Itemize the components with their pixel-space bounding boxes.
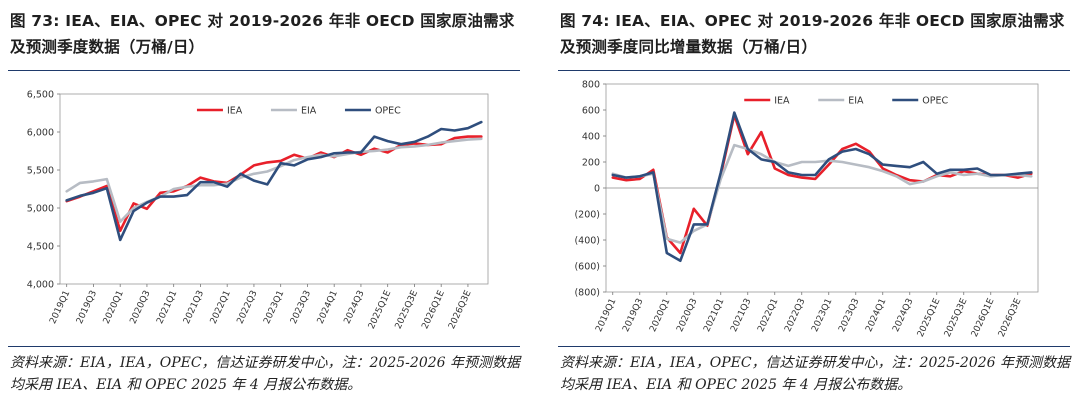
left-figure-panel: 图 73: IEA、EIA、OPEC 对 2019-2026 年非 OECD 国… bbox=[0, 0, 525, 404]
series-line-eia bbox=[65, 137, 483, 223]
x-tick-label: 2024Q3 bbox=[891, 297, 915, 334]
y-tick-label: 4,000 bbox=[27, 280, 54, 291]
x-tick-label: 2019Q3 bbox=[621, 297, 645, 334]
x-tick-label: 2022Q1 bbox=[209, 289, 233, 326]
series-line-opec bbox=[611, 111, 1033, 263]
y-tick-label: 600 bbox=[582, 106, 600, 117]
x-tick-label: 2022Q3 bbox=[783, 297, 807, 334]
y-tick-label: (800) bbox=[574, 288, 600, 299]
x-tick-label: 2022Q3 bbox=[235, 289, 259, 326]
chart-left: 4,000 4,500 5,000 5,500 6,000 6,500 2019Q1 2019… bbox=[27, 90, 489, 331]
x-tick-label: 2020Q1 bbox=[102, 289, 126, 326]
x-tick-label: 2023Q1 bbox=[262, 289, 286, 326]
y-tick-label: 6,000 bbox=[27, 128, 54, 139]
x-tick-label: 2025Q3E bbox=[394, 289, 421, 331]
series-line-opec bbox=[65, 120, 483, 242]
x-tick-label: 2023Q3 bbox=[837, 297, 861, 334]
x-tick-label: 2023Q3 bbox=[289, 289, 313, 326]
x-tick-label: 2020Q3 bbox=[128, 289, 152, 326]
x-tick-label: 2026Q3E bbox=[997, 297, 1024, 339]
x-tick-label: 2024Q1 bbox=[864, 297, 888, 334]
source-note-left: 资料来源：EIA，IEA，OPEC，信达证券研发中心，注：2025-2026 年… bbox=[10, 355, 520, 393]
y-tick-label: 4,500 bbox=[27, 242, 54, 253]
y-tick-label: 400 bbox=[582, 132, 600, 143]
legend-label-eia: EIA bbox=[301, 106, 317, 117]
y-tick-label: 200 bbox=[582, 158, 600, 169]
source-note-right: 资料来源：EIA，IEA，OPEC，信达证券研发中心，注：2025-2026 年… bbox=[560, 355, 1070, 393]
source-rule-right bbox=[558, 346, 1070, 347]
legend-label-eia: EIA bbox=[848, 96, 864, 107]
x-tick-label: 2025Q1E bbox=[916, 297, 943, 339]
title-rule-right bbox=[558, 70, 1070, 71]
legend-label-iea: IEA bbox=[227, 106, 243, 117]
legend-label-opec: OPEC bbox=[922, 96, 948, 107]
y-tick-label: 5,000 bbox=[27, 204, 54, 215]
x-tick-label: 2021Q1 bbox=[702, 297, 726, 334]
x-tick-label: 2019Q1 bbox=[48, 289, 72, 326]
series-line-eia bbox=[611, 143, 1033, 244]
plot-area bbox=[59, 93, 489, 285]
x-tick-label: 2026Q3E bbox=[447, 289, 474, 331]
x-tick-label: 2024Q3 bbox=[342, 289, 366, 326]
right-figure-panel: 图 74: IEA、EIA、OPEC 对 2019-2026 年非 OECD 国… bbox=[550, 0, 1075, 404]
y-tick-label: 0 bbox=[594, 184, 600, 195]
series-line-iea bbox=[611, 113, 1033, 255]
legend-label-iea: IEA bbox=[774, 96, 790, 107]
y-tick-label: 6,500 bbox=[27, 90, 54, 101]
x-tick-label: 2026Q1E bbox=[970, 297, 997, 339]
x-tick-label: 2023Q1 bbox=[810, 297, 834, 334]
chart-title-left: 图 73: IEA、EIA、OPEC 对 2019-2026 年非 OECD 国… bbox=[10, 12, 515, 56]
x-tick-label: 2019Q3 bbox=[75, 289, 99, 326]
y-tick-label: (200) bbox=[574, 210, 600, 221]
x-tick-label: 2020Q1 bbox=[648, 297, 672, 334]
x-tick-label: 2026Q1E bbox=[420, 289, 447, 331]
x-tick-label: 2020Q3 bbox=[675, 297, 699, 334]
x-tick-label: 2021Q3 bbox=[182, 289, 206, 326]
x-tick-label: 2022Q1 bbox=[756, 297, 780, 334]
source-rule-left bbox=[8, 346, 520, 347]
legend-label-opec: OPEC bbox=[375, 106, 401, 117]
y-tick-label: (600) bbox=[574, 262, 600, 273]
series-line-iea bbox=[65, 135, 483, 233]
x-tick-label: 2021Q3 bbox=[729, 297, 753, 334]
x-tick-label: 2019Q1 bbox=[594, 297, 618, 334]
x-tick-label: 2024Q1 bbox=[316, 289, 340, 326]
x-tick-label: 2021Q1 bbox=[155, 289, 179, 326]
x-tick-label: 2025Q1E bbox=[367, 289, 394, 331]
chart-title-right: 图 74: IEA、EIA、OPEC 对 2019-2026 年非 OECD 国… bbox=[560, 12, 1065, 56]
y-tick-label: 800 bbox=[582, 80, 600, 91]
x-tick-label: 2025Q3E bbox=[943, 297, 970, 339]
y-tick-label: 5,500 bbox=[27, 166, 54, 177]
title-rule-left bbox=[8, 70, 520, 71]
y-tick-label: (400) bbox=[574, 236, 600, 247]
